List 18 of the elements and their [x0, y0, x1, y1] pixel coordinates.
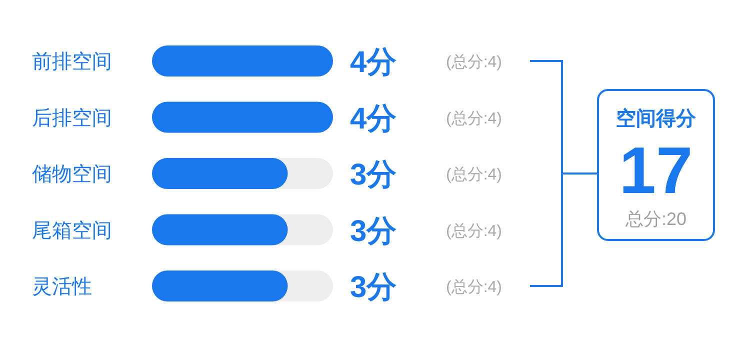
y-tick-label: 前排空间 — [32, 51, 112, 73]
data-label: 3分 — [350, 158, 397, 192]
y-tick-label: 后排空间 — [32, 107, 112, 130]
y-tick-label: 尾箱空间 — [32, 220, 112, 242]
text: (总分:4) — [446, 53, 502, 71]
y-tick-label: 灵活性 — [32, 276, 92, 298]
data-label: 3分 — [350, 271, 397, 304]
data-label: 4分 — [350, 46, 397, 79]
text: 总分:20 — [624, 209, 687, 229]
text: 空间得分 — [616, 107, 697, 130]
text: (总分:4) — [446, 166, 502, 184]
y-tick-label: 储物空间 — [32, 164, 112, 186]
data-label: 4分 — [350, 102, 397, 136]
data-label: 3分 — [350, 214, 397, 248]
text: 17 — [619, 133, 693, 207]
text: (总分:4) — [446, 109, 502, 128]
text: (总分:4) — [446, 278, 502, 296]
text: (总分:4) — [446, 222, 502, 240]
